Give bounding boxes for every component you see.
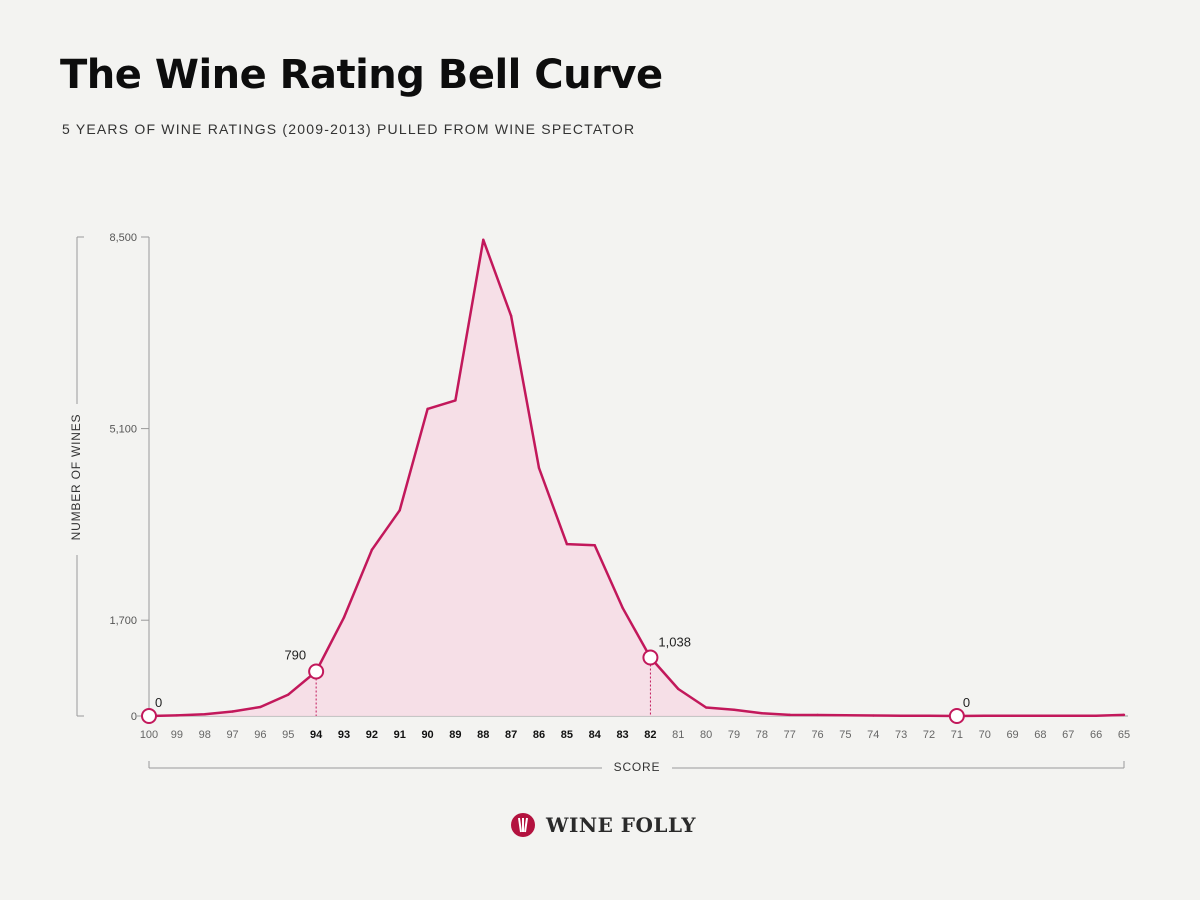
annotation-label: 790 — [284, 647, 306, 662]
annotation-marker — [308, 663, 325, 680]
data-point — [454, 399, 457, 402]
x-tick-label: 96 — [254, 729, 266, 741]
x-tick-label: 74 — [867, 729, 879, 741]
data-point — [509, 314, 513, 318]
annotation-label: 0 — [155, 695, 162, 710]
annotation-marker — [642, 649, 659, 666]
x-tick-label: 97 — [226, 729, 238, 741]
x-tick-label: 70 — [979, 729, 991, 741]
x-tick-label: 76 — [811, 729, 823, 741]
x-tick-label: 71 — [951, 729, 963, 741]
x-tick-label: 95 — [282, 729, 294, 741]
annotation-label: 0 — [963, 695, 970, 710]
x-tick-label: 69 — [1006, 729, 1018, 741]
x-tick-label: 77 — [784, 729, 796, 741]
x-tick-label: 85 — [561, 729, 573, 741]
data-point — [565, 542, 569, 546]
data-point — [760, 711, 764, 715]
wine-folly-logo: WINE FOLLY — [510, 812, 696, 838]
data-point — [899, 714, 903, 717]
data-point — [704, 706, 708, 709]
x-tick-label: 68 — [1034, 729, 1046, 741]
data-point — [872, 714, 875, 717]
x-tick-label: 86 — [533, 729, 545, 741]
x-tick-label: 99 — [171, 729, 183, 741]
data-point — [593, 544, 596, 547]
x-tick-label: 72 — [923, 729, 935, 741]
x-tick-label: 78 — [756, 729, 768, 741]
x-tick-label: 80 — [700, 729, 712, 741]
data-point — [537, 466, 541, 470]
x-tick-label: 65 — [1118, 729, 1130, 741]
x-tick-label: 66 — [1090, 729, 1102, 741]
data-point — [259, 705, 262, 709]
page-subtitle: 5 YEARS OF WINE RATINGS (2009-2013) PULL… — [62, 121, 636, 137]
y-axis-label: NUMBER OF WINES — [69, 414, 83, 541]
data-point — [732, 708, 736, 712]
x-tick-label: 82 — [644, 729, 656, 741]
data-point — [621, 606, 624, 610]
data-point — [1067, 714, 1070, 718]
x-axis-label: SCORE — [614, 760, 661, 774]
y-tick-label: 0 — [131, 711, 137, 723]
area-fill — [149, 239, 1124, 717]
y-tick-label: 8,500 — [109, 232, 137, 244]
x-tick-label: 67 — [1062, 729, 1074, 741]
data-point — [426, 407, 429, 411]
data-point — [287, 693, 290, 696]
x-tick-label: 100 — [140, 729, 158, 741]
x-tick-label: 75 — [839, 729, 851, 741]
brand-name: WINE FOLLY — [546, 813, 697, 837]
x-tick-label: 84 — [589, 729, 602, 741]
annotation-marker — [141, 708, 157, 724]
data-point — [844, 713, 847, 717]
y-axis: 0 1,700 5,100 8,500 — [76, 232, 150, 723]
data-point — [1011, 714, 1014, 718]
page-title: The Wine Rating Bell Curve — [60, 52, 663, 98]
x-tick-label: 90 — [421, 729, 433, 741]
data-point — [1039, 714, 1042, 718]
annotation-marker — [948, 708, 965, 724]
x-tick-label: 89 — [449, 729, 461, 741]
x-tick-label: 92 — [366, 729, 378, 741]
data-point — [983, 714, 986, 718]
x-tick-label: 94 — [310, 729, 323, 741]
data-point — [203, 713, 206, 716]
data-point — [370, 548, 374, 551]
data-point — [1122, 713, 1126, 717]
x-tick-label: 91 — [394, 729, 406, 741]
data-point — [231, 710, 234, 713]
data-point — [482, 238, 485, 242]
x-tick-label: 81 — [672, 729, 684, 741]
x-tick-label: 73 — [895, 729, 907, 741]
x-tick-label: 79 — [728, 729, 740, 741]
x-tick-label: 98 — [199, 729, 211, 741]
data-point — [1094, 714, 1098, 718]
y-tick-label: 5,100 — [109, 424, 137, 436]
annotation-label: 1,038 — [658, 635, 691, 650]
data-point — [788, 713, 791, 717]
data-point — [927, 714, 931, 717]
data-point — [677, 687, 680, 691]
x-tick-label: 83 — [616, 729, 628, 741]
x-tick-label: 93 — [338, 729, 350, 741]
data-point — [816, 713, 819, 717]
wine-folly-icon — [511, 813, 535, 837]
data-point — [175, 714, 179, 717]
data-point — [398, 509, 401, 512]
annotations: 0 790 1,038 0 — [141, 238, 1126, 724]
x-tick-label: 87 — [505, 729, 517, 741]
x-tick-label: 88 — [477, 729, 489, 741]
data-point — [342, 616, 346, 619]
y-tick-label: 1,700 — [109, 615, 137, 627]
